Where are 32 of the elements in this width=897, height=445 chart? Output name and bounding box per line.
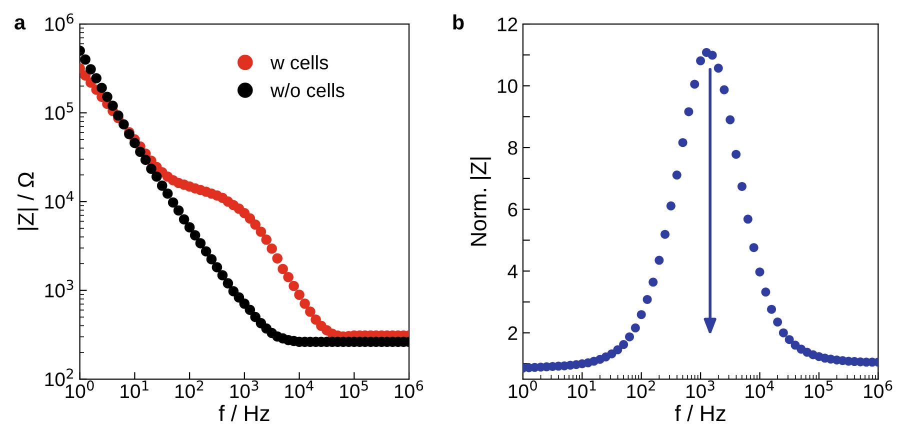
x-tick-label: 10$^{2}$ — [175, 380, 204, 398]
x-tick-label: 10$^{0}$ — [508, 380, 537, 398]
y-tick-label: 10$^{5}$ — [45, 102, 74, 120]
y-tick-label: 10 — [498, 79, 518, 94]
x-tick-label: 10$^{3}$ — [230, 380, 258, 398]
y-tick-label: 2 — [508, 326, 518, 340]
x-axis-title: f / Hz — [674, 404, 726, 422]
y-axis-title: |Z| / Ω — [17, 172, 38, 230]
x-tick-label: 10$^{6}$ — [394, 380, 424, 398]
x-tick-label: 10$^{4}$ — [285, 380, 314, 398]
y-axis-title: Norm. |Z| — [470, 158, 491, 246]
x-tick-label: 10$^{5}$ — [340, 380, 368, 398]
chart-title: b — [453, 14, 464, 30]
x-tick-label: 10$^{1}$ — [120, 380, 148, 398]
legend-label: w/o cells — [270, 82, 344, 98]
y-tick-label: 10$^{3}$ — [45, 280, 74, 298]
x-tick-label: 10$^{3}$ — [686, 380, 714, 398]
legend-label: w cells — [270, 55, 328, 70]
x-tick-label: 10$^{1}$ — [568, 380, 596, 398]
x-tick-label: 10$^{2}$ — [627, 380, 655, 398]
y-tick-label: 10$^{4}$ — [45, 191, 74, 209]
y-tick-label: 12 — [498, 18, 518, 32]
x-tick-label: 10$^{6}$ — [864, 380, 892, 398]
y-tick-label: 6 — [508, 202, 518, 217]
x-axis-title: f / Hz — [218, 404, 270, 422]
y-tick-label: 8 — [508, 141, 518, 155]
y-tick-label: 10$^{6}$ — [45, 13, 74, 32]
x-tick-label: 10$^{0}$ — [66, 380, 94, 398]
x-tick-label: 10$^{5}$ — [804, 380, 833, 398]
chart-title: a — [14, 18, 26, 30]
x-tick-label: 10$^{4}$ — [746, 380, 774, 398]
y-tick-label: 4 — [508, 264, 518, 278]
